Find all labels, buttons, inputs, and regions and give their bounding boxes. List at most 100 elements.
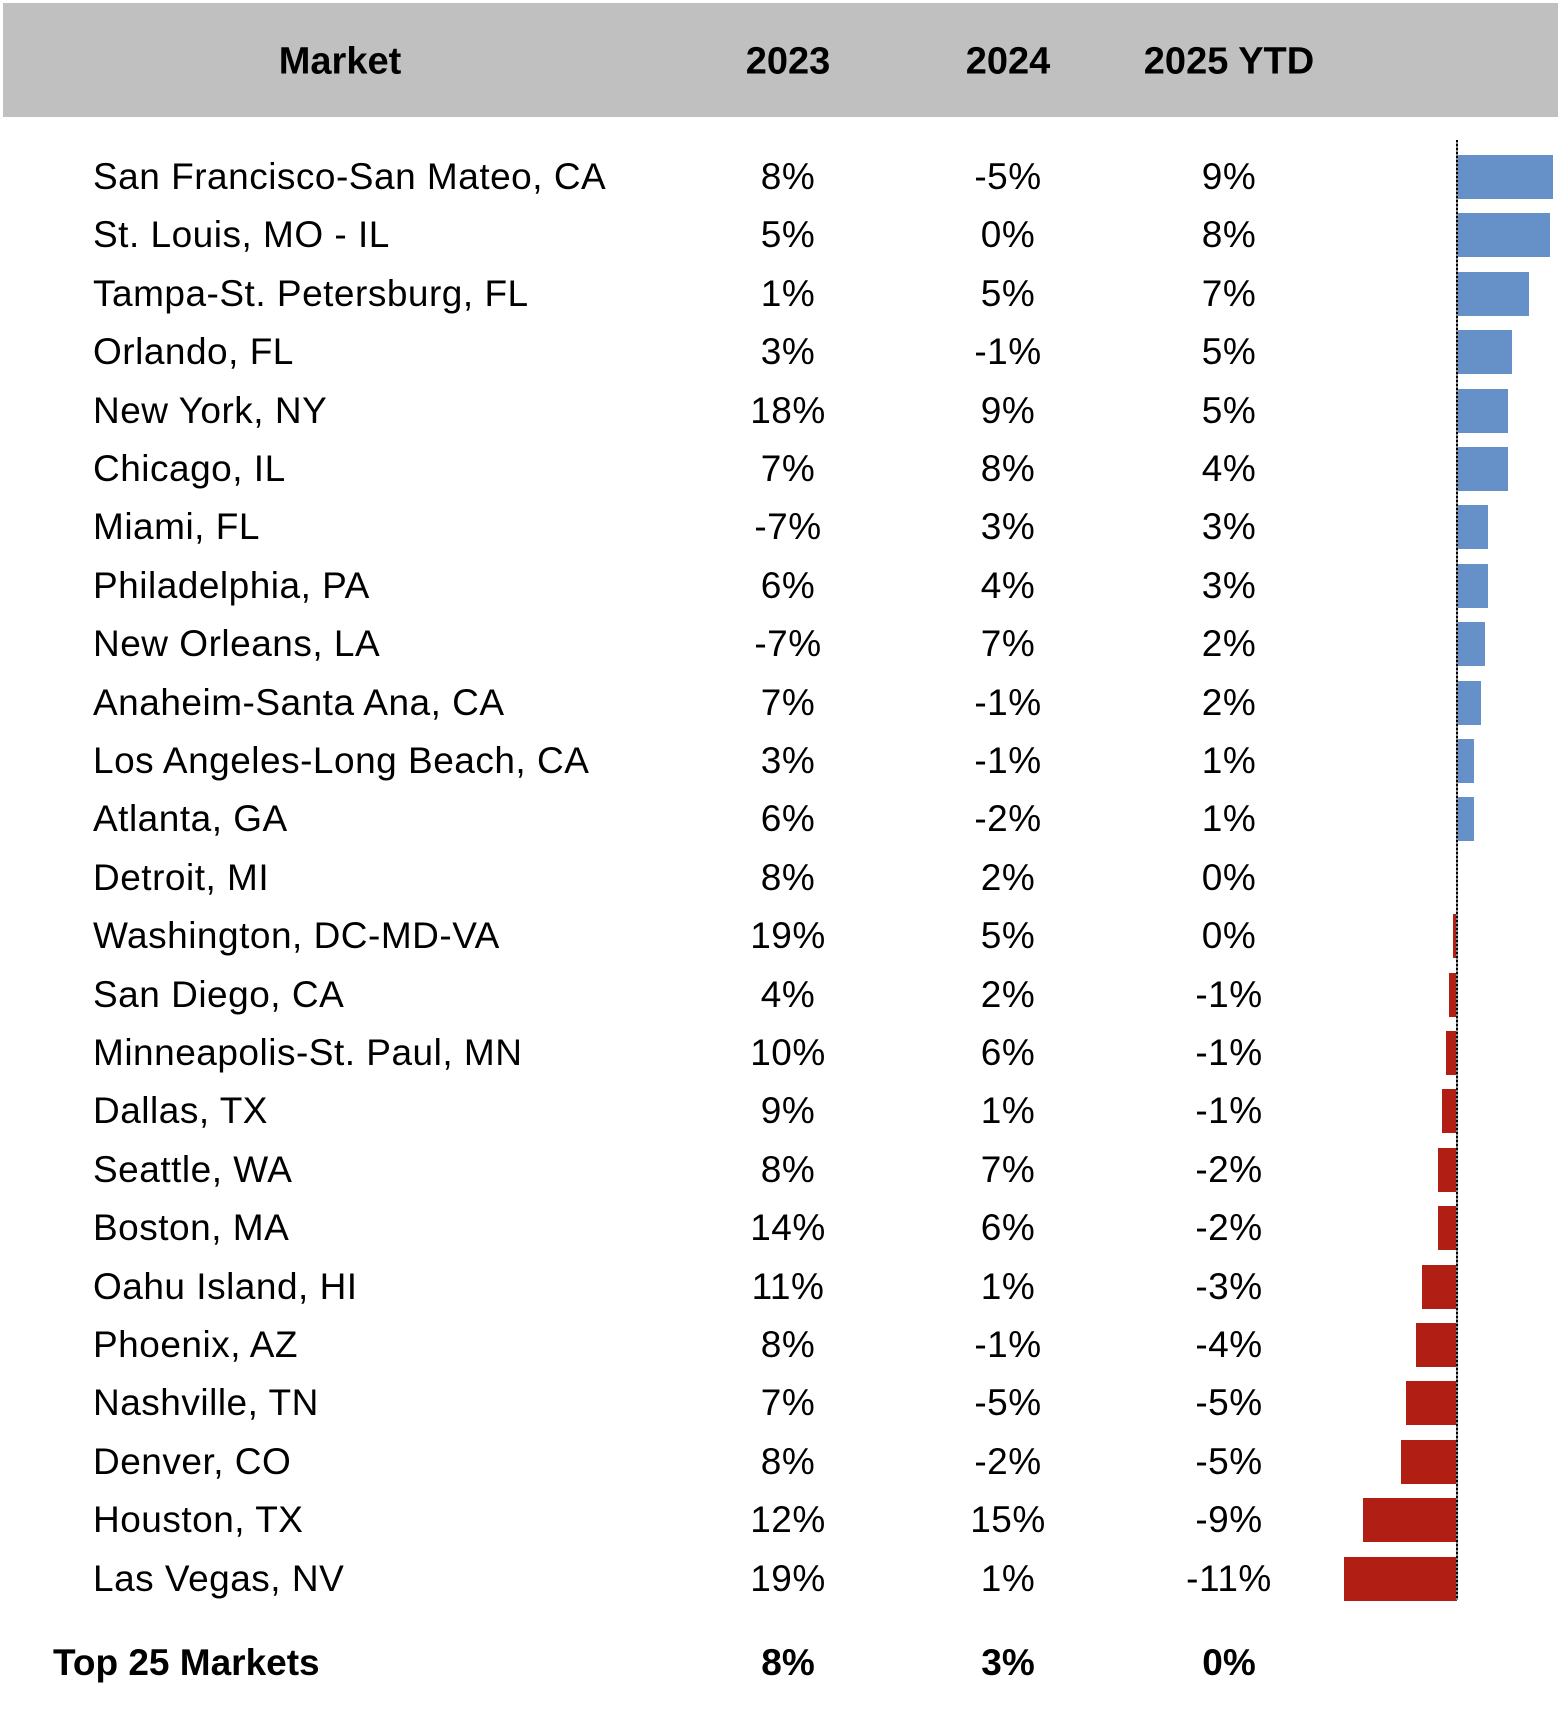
market-name: Las Vegas, NV [93,1557,345,1599]
value-cell: 2% [980,973,1036,1015]
bar [1458,505,1488,550]
value-cell: -5% [1195,1382,1263,1424]
value-cell: 15% [970,1499,1046,1541]
bar [1458,330,1513,375]
value-cell: 19% [750,1557,826,1599]
header-2024: 2024 [965,40,1051,83]
value-cell: 0% [1201,915,1257,957]
value-cell: -5% [1195,1440,1263,1482]
value-cell: 1% [980,1265,1036,1307]
value-cell: 1% [980,1557,1036,1599]
bar [1458,213,1551,258]
value-cell: 8% [1201,214,1257,256]
table-header [3,3,1558,117]
value-cell: 5% [980,272,1036,314]
value-cell: 11% [751,1265,825,1307]
market-name: Tampa-St. Petersburg, FL [93,272,529,314]
value-cell: -1% [974,740,1042,781]
bar [1458,622,1485,667]
market-name: Seattle, WA [93,1148,293,1190]
market-name: Detroit, MI [93,856,270,898]
total-value: 8% [761,1642,815,1683]
total-value: 3% [981,1642,1035,1683]
value-cell: -2% [1195,1148,1263,1190]
market-name: Washington, DC-MD-VA [93,915,500,957]
value-cell: 1% [1201,798,1257,840]
value-cell: 3% [760,740,816,781]
market-name: Phoenix, AZ [93,1324,299,1365]
value-cell: 7% [980,1148,1036,1190]
value-cell: -9% [1195,1499,1263,1541]
value-cell: 9% [760,1090,816,1132]
value-cell: 7% [760,681,816,723]
market-name: Boston, MA [93,1207,290,1249]
bar [1458,797,1474,842]
bar [1437,1147,1457,1192]
value-cell: 6% [980,1032,1036,1073]
value-cell: -7% [754,506,822,548]
bar [1422,1264,1457,1309]
value-cell: -5% [974,1382,1042,1424]
market-name: Nashville, TN [93,1382,319,1424]
value-cell: -2% [974,798,1042,840]
value-cell: 6% [760,798,816,840]
market-name: Philadelphia, PA [93,564,370,606]
bar [1458,739,1474,783]
value-cell: 8% [760,1324,816,1365]
value-cell: 5% [1201,389,1257,431]
value-cell: -11% [1186,1557,1272,1599]
market-name: Miami, FL [93,506,260,548]
market-name: Anaheim-Santa Ana, CA [93,681,505,723]
bar [1458,563,1488,608]
value-cell: -1% [974,1324,1042,1365]
value-cell: 14% [750,1207,826,1249]
value-cell: 3% [1201,506,1257,548]
value-cell: 2% [1201,623,1257,665]
value-cell: -5% [974,156,1042,197]
header-2023: 2023 [745,40,831,83]
bar [1458,447,1508,491]
value-cell: 7% [1201,272,1257,314]
bar [1452,914,1457,959]
value-cell: 2% [980,856,1036,898]
value-cell: 3% [760,331,816,373]
value-cell: 6% [980,1207,1036,1249]
value-cell: 8% [980,448,1036,489]
bar [1458,680,1482,725]
value-cell: 0% [980,214,1036,256]
value-cell: -3% [1195,1265,1263,1307]
market-name: Los Angeles-Long Beach, CA [93,740,590,781]
market-name: Chicago, IL [93,448,286,489]
value-cell: -1% [1195,1032,1263,1073]
value-cell: 6% [760,564,816,606]
value-cell: 1% [760,272,816,314]
total-label: Top 25 Markets [53,1642,320,1683]
value-cell: 0% [1201,856,1257,898]
market-name: Oahu Island, HI [93,1265,358,1307]
value-cell: 8% [760,1440,816,1482]
bar [1437,1206,1457,1251]
value-cell: -2% [1195,1207,1263,1249]
bar [1343,1556,1457,1601]
value-cell: 1% [980,1090,1036,1132]
bar [1442,1089,1457,1134]
bar [1406,1381,1457,1426]
value-cell: -2% [974,1440,1042,1482]
market-name: New Orleans, LA [93,623,381,665]
value-cell: 4% [1201,448,1257,489]
market-name: Minneapolis-St. Paul, MN [93,1032,523,1073]
market-name: Atlanta, GA [93,798,288,840]
bar [1458,155,1554,199]
market-name: Orlando, FL [93,331,294,373]
value-cell: -1% [974,681,1042,723]
value-cell: 9% [980,389,1036,431]
value-cell: 5% [980,915,1036,957]
value-cell: 8% [760,856,816,898]
header-market: Market [278,40,402,83]
value-cell: -1% [1195,973,1263,1015]
bar [1446,1031,1457,1075]
value-cell: 2% [1201,681,1257,723]
bar [1362,1498,1457,1543]
value-cell: -4% [1195,1324,1263,1365]
total-value: 0% [1202,1642,1256,1683]
